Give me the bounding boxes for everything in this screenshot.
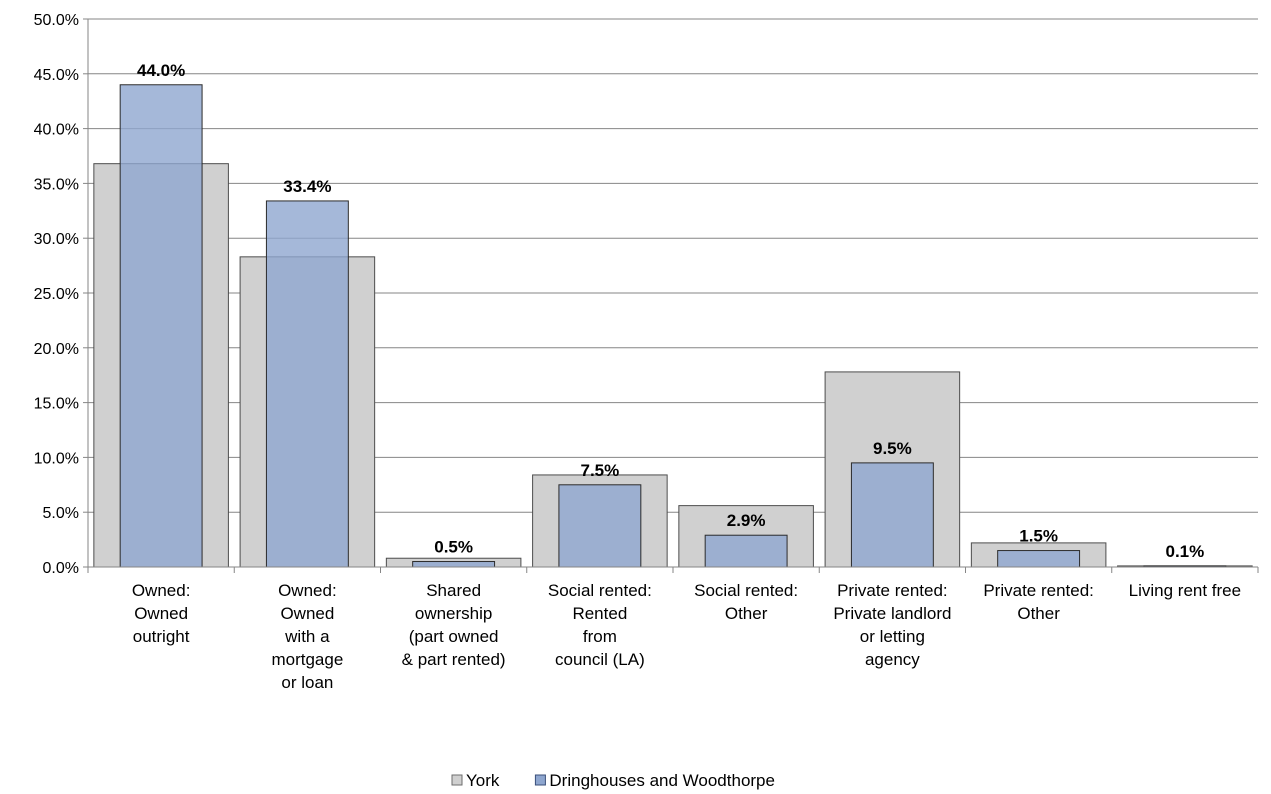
data-label: 33.4% bbox=[283, 177, 331, 196]
x-category-label: Owned: Owned outright bbox=[132, 581, 191, 646]
data-label: 9.5% bbox=[873, 439, 912, 458]
y-tick-label: 0.0% bbox=[43, 560, 79, 577]
y-tick-label: 45.0% bbox=[34, 67, 79, 84]
x-category-label: Social rented: Other bbox=[694, 581, 798, 623]
x-category-label: Living rent free bbox=[1129, 581, 1241, 600]
y-tick-label: 5.0% bbox=[43, 505, 79, 522]
x-axis: Owned: Owned outright Owned: Owned with a mort… bbox=[87, 566, 1259, 692]
bar-dringhouses bbox=[412, 561, 496, 568]
y-tick-label: 25.0% bbox=[34, 286, 79, 303]
data-label: 2.9% bbox=[727, 511, 766, 530]
data-label: 1.5% bbox=[1019, 527, 1058, 546]
legend-label: York bbox=[466, 771, 500, 790]
bar-dringhouses bbox=[850, 462, 934, 568]
legend: York Dringhouses and Woodthorpe bbox=[451, 771, 775, 790]
data-label: 7.5% bbox=[581, 461, 620, 480]
bar-dringhouses bbox=[265, 200, 349, 568]
y-tick-label: 30.0% bbox=[34, 231, 79, 248]
y-tick-label: 10.0% bbox=[34, 450, 79, 467]
y-tick-label: 35.0% bbox=[34, 176, 79, 193]
x-category-label: Private rented: Other bbox=[983, 581, 1094, 623]
x-category-label: Private rented: Private landlord or lettin… bbox=[833, 581, 951, 669]
data-labels: 44.0% 33.4% 0.5% 7.5% 2.9% 9.5% 1.5% 0.1% bbox=[137, 61, 1204, 561]
data-label: 0.1% bbox=[1166, 542, 1205, 561]
legend-swatch bbox=[451, 774, 463, 786]
dringhouses-series bbox=[119, 84, 1227, 568]
x-category-label: Shared ownership (part owned & part rented) bbox=[402, 581, 506, 669]
legend-label: Dringhouses and Woodthorpe bbox=[549, 771, 775, 790]
y-tick-label: 50.0% bbox=[34, 12, 79, 29]
bar-dringhouses bbox=[997, 550, 1081, 568]
y-tick-label: 15.0% bbox=[34, 396, 79, 413]
bar-dringhouses bbox=[704, 534, 788, 568]
bar-dringhouses bbox=[119, 84, 203, 568]
data-label: 44.0% bbox=[137, 61, 185, 80]
bar-dringhouses bbox=[558, 484, 642, 568]
y-axis: 0.0% 5.0% 10.0% 15.0% 20.0% 25.0% 30.0% 35.0% 40… bbox=[34, 12, 89, 577]
legend-swatch bbox=[534, 774, 546, 786]
x-category-label: Social rented: Rented from council (LA) bbox=[548, 581, 652, 669]
x-category-label: Owned: Owned with a mortgage or loan bbox=[271, 581, 343, 692]
y-tick-label: 20.0% bbox=[34, 341, 79, 358]
data-label: 0.5% bbox=[434, 538, 473, 557]
y-tick-label: 40.0% bbox=[34, 122, 79, 139]
